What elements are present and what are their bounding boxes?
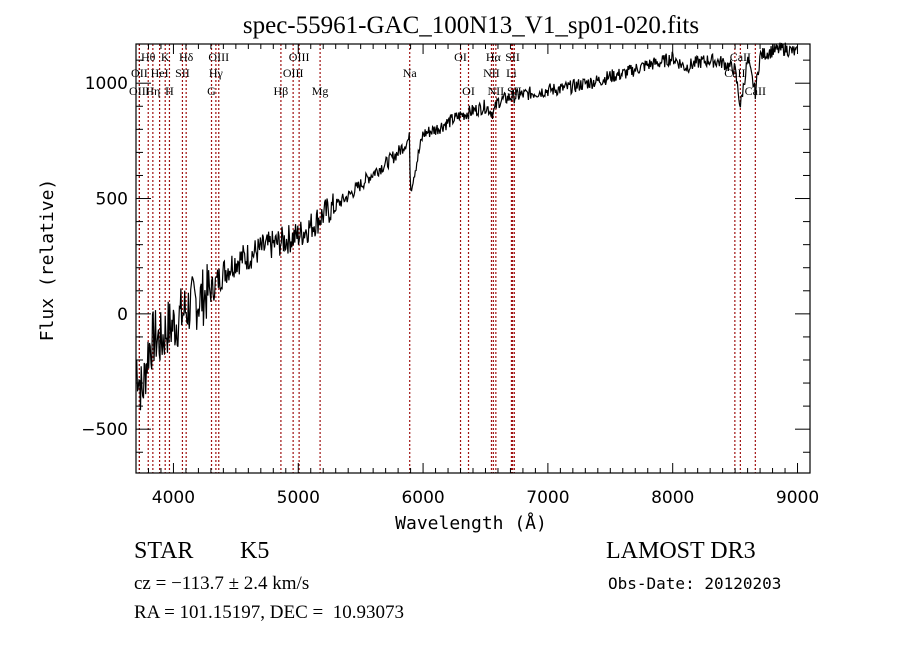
spectral-line-label: HeI [151,66,169,80]
spectral-line-label: OIII [129,84,150,98]
spectral-line-label: SII [507,84,522,98]
spectral-line-label: SII [175,66,190,80]
spectral-line-label: Hγ [209,66,224,80]
spectral-line-label: SII [505,50,520,64]
spectral-line-label: OIII [283,66,304,80]
spectral-line-label: OIII [208,50,229,64]
spectrum-series-line [135,42,798,411]
x-axis-label: Wavelength (Å) [395,512,547,534]
spectral-line-label: Na [403,66,418,80]
spectral-line-label: OI [462,84,475,98]
y-tick-label: 1000 [85,74,128,94]
x-tick-label: 7000 [526,488,569,508]
spectral-line-label: Li [506,66,517,80]
spectral-line-label: OII [131,66,148,80]
spectral-line-label: Hδ [179,50,194,64]
spectral-line-label: OI [454,50,467,64]
spectral-line-label: Hη [145,84,160,98]
survey-name: LAMOST DR3 [606,538,756,564]
y-tick-label: −500 [81,420,128,440]
x-tick-label: 9000 [776,488,819,508]
x-tick-label: 5000 [277,488,320,508]
x-tick-label: 4000 [152,488,195,508]
chart-title: spec-55961-GAC_100N13_V1_sp01-020.fits [243,12,699,39]
x-tick-label: 6000 [401,488,444,508]
redshift-velocity: cz = −113.7 ± 2.4 km/s [134,573,310,594]
spectral-line-label: Hθ [141,50,156,64]
coordinates: RA = 101.15197, DEC = 10.93073 [134,602,405,623]
observation-date: Obs-Date: 20120203 [608,574,782,593]
spectral-line-label: G [207,84,216,98]
spectral-line-label: Hα [486,50,502,64]
spectral-line-label: CaII [745,84,766,98]
spectral-line-label: NII [488,84,505,98]
spectral-line-label: CaII [724,66,745,80]
spectral-line-markers [138,44,756,473]
spectral-line-label: OIII [289,50,310,64]
spectral-line-label: Mg [312,84,329,98]
object-subclass: K5 [240,538,270,564]
x-tick-label: 8000 [651,488,694,508]
spectral-line-label: H [165,84,174,98]
spectral-line-label: CaII [730,50,751,64]
object-class: STAR [134,538,194,564]
spectral-line-label: K [161,50,170,64]
y-axis-label: Flux (relative) [37,179,58,342]
spectral-line-label: Hβ [274,84,289,98]
spectral-line-label: NII [483,66,500,80]
axis-ticks: 4000 5000 6000 7000 8000 9000 −500 0 500 1000 [81,44,819,508]
y-tick-label: 0 [117,305,128,325]
y-tick-label: 500 [96,190,128,210]
